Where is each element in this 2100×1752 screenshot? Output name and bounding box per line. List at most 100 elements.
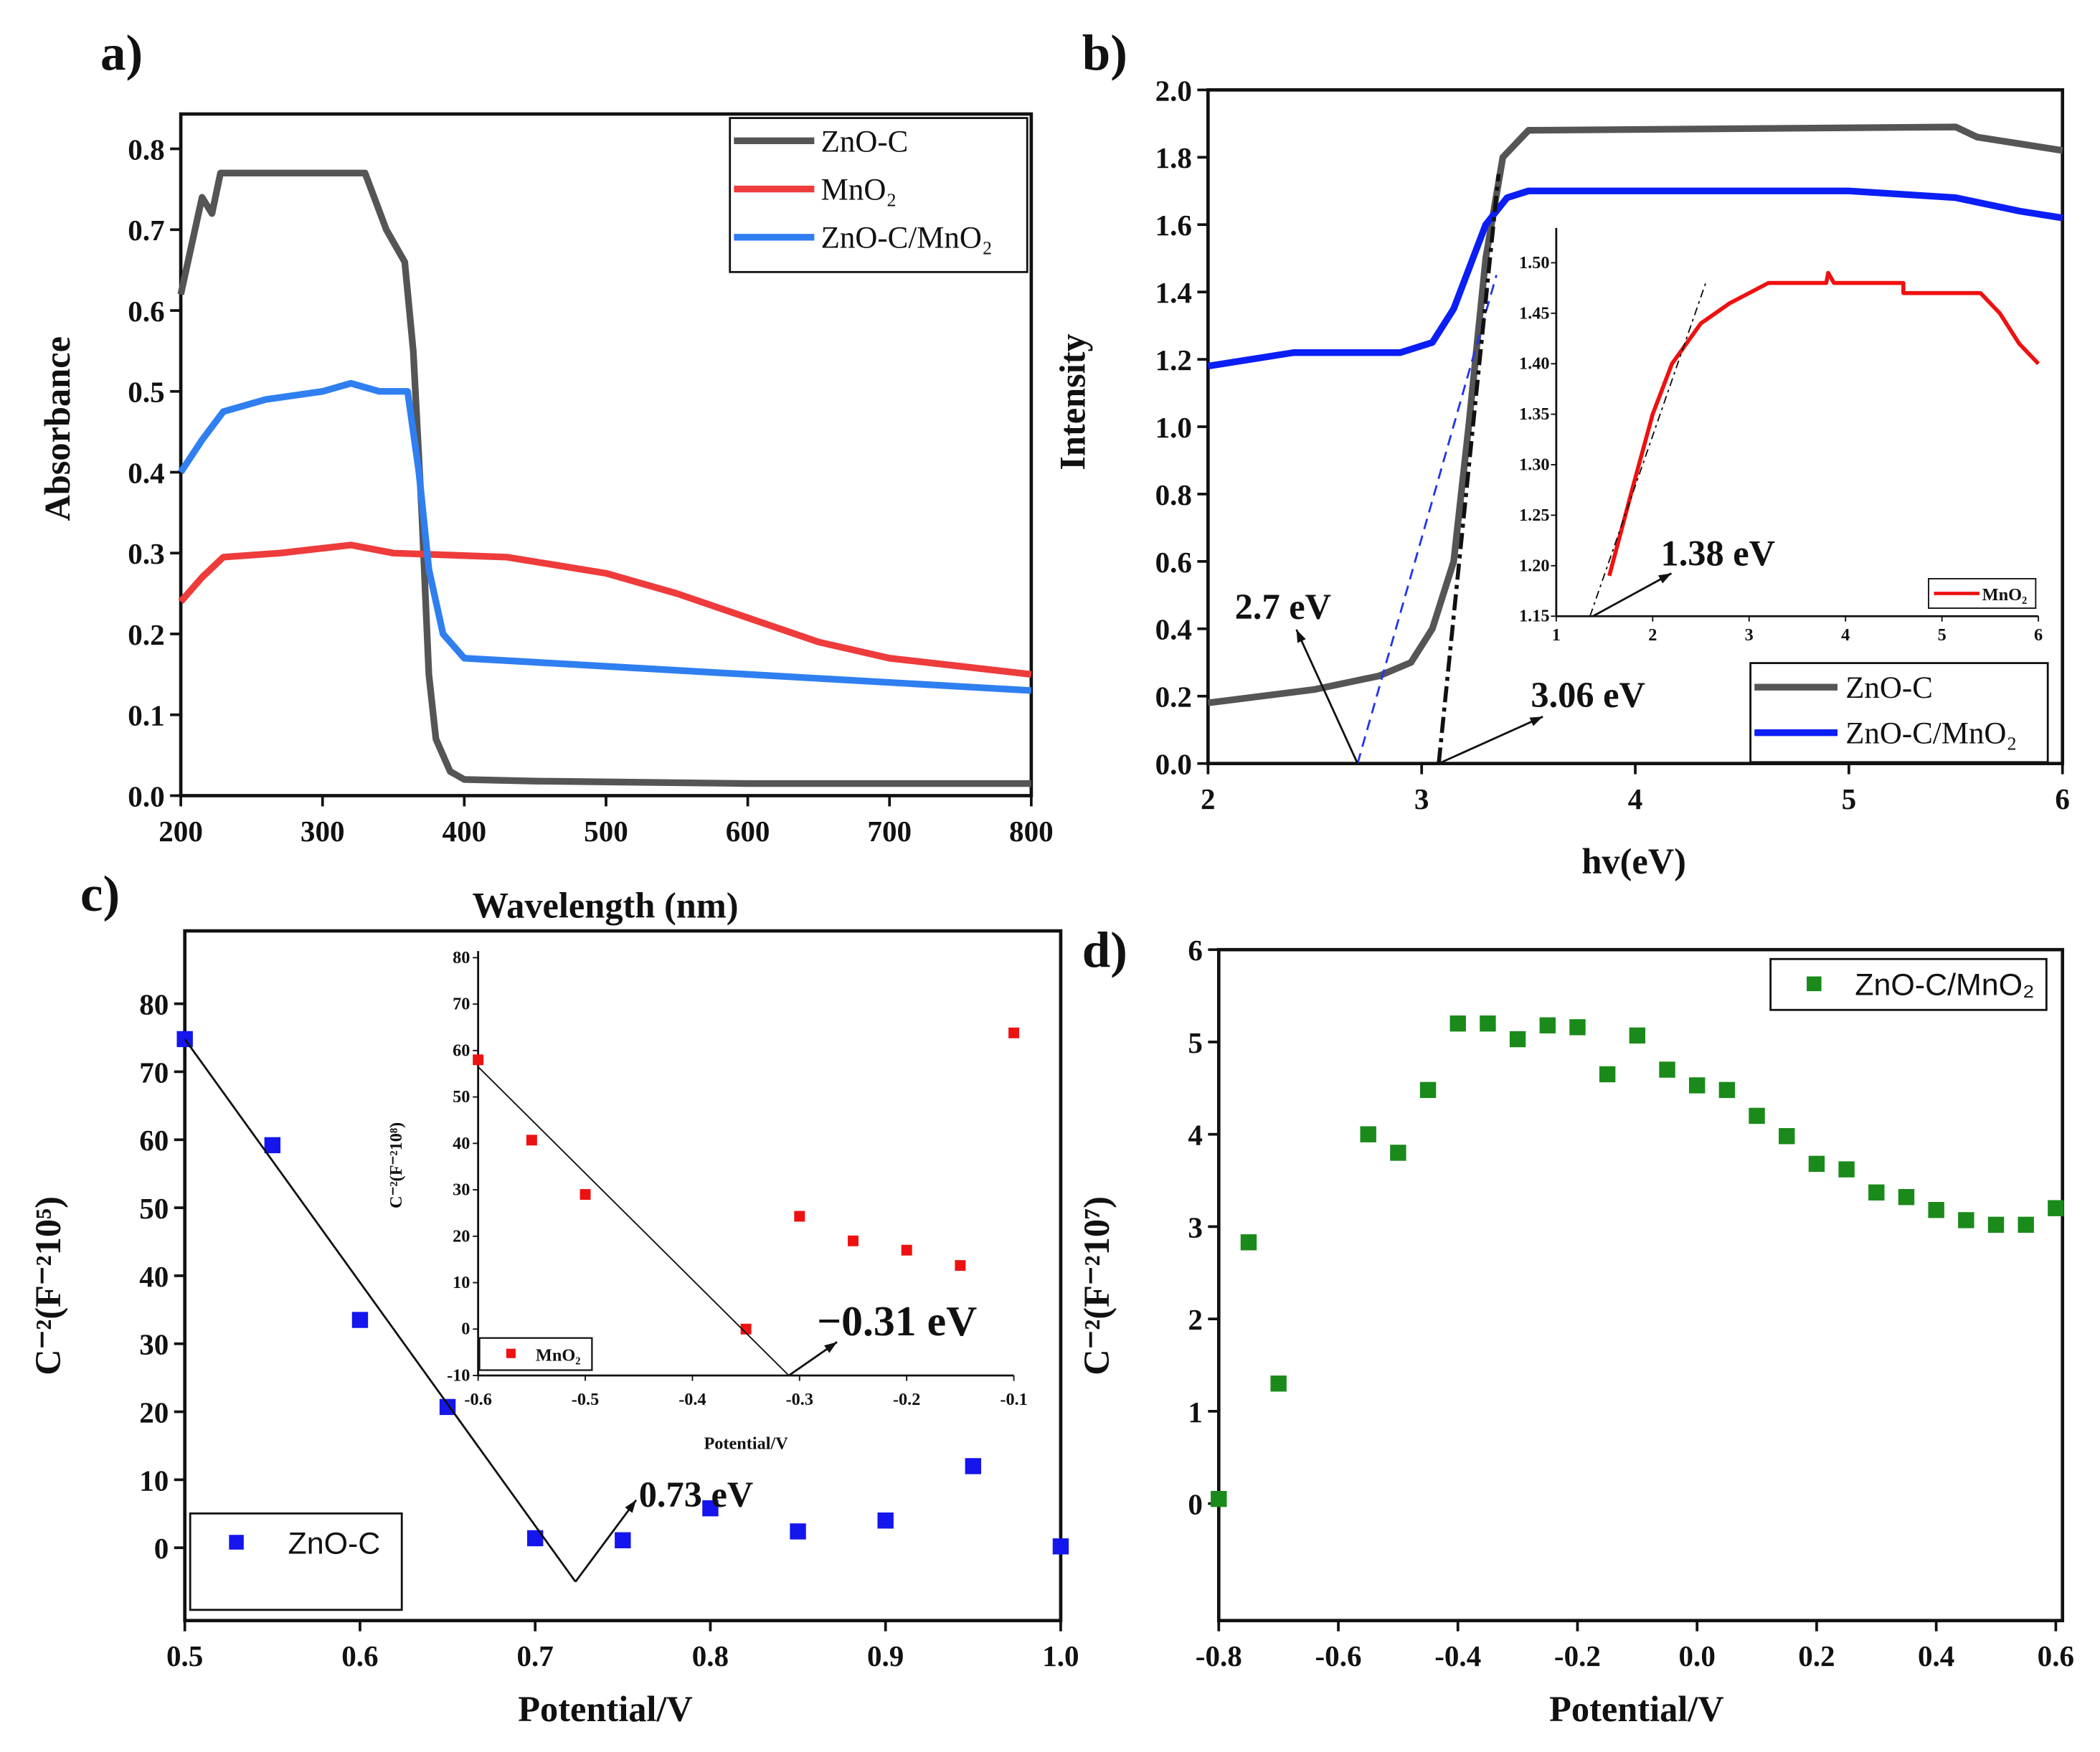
- legend-label: ZnO-C: [288, 1526, 380, 1561]
- series-line: [1207, 187, 2063, 370]
- y-tick-label: 60: [139, 1124, 169, 1157]
- x-tick-label: 0.4: [1918, 1639, 1954, 1672]
- y-tick-label: 1.50: [1519, 253, 1549, 273]
- x-axis-label: Potential/V: [518, 1689, 693, 1729]
- y-tick-label: 30: [453, 1180, 470, 1200]
- series-line: [178, 541, 1032, 678]
- y-tick-label: 50: [453, 1087, 470, 1107]
- y-tick-label: 0.0: [1155, 748, 1192, 781]
- y-tick-label: 1.45: [1519, 303, 1549, 323]
- x-tick-label: 0.8: [692, 1639, 729, 1672]
- y-tick-label: 4: [1188, 1119, 1203, 1152]
- x-tick-label: -0.4: [678, 1390, 706, 1409]
- y-tick-label: 70: [453, 995, 470, 1014]
- panel-b: b) hv(eV) Intensity 2 3 4 5 6 0.0 0.2 0.4 0.6 0.8 1.0…: [1053, 25, 2070, 881]
- series-line: [177, 169, 1031, 787]
- y-tick-label: 0.7: [128, 214, 164, 247]
- data-point: [1240, 1234, 1257, 1251]
- x-tick-label: 200: [159, 815, 203, 848]
- inset-series-line: [1607, 270, 2040, 577]
- x-tick-label: 5: [1938, 625, 1947, 645]
- y-tick-label: 0: [154, 1532, 169, 1565]
- x-tick-label: 0.7: [517, 1639, 554, 1672]
- inset-data-point: [955, 1260, 966, 1272]
- data-point: [1449, 1015, 1466, 1032]
- data-point: [2018, 1216, 2034, 1233]
- annotation: 2.7 eV: [1235, 587, 1331, 627]
- inset-x-axis-label: Potential/V: [704, 1434, 788, 1454]
- y-tick-label: 70: [139, 1056, 169, 1089]
- x-tick-label: 800: [1009, 815, 1054, 848]
- x-tick-label: -0.2: [1554, 1639, 1601, 1672]
- annotation: 3.06 eV: [1531, 675, 1645, 715]
- inset-legend-box: [478, 1337, 593, 1371]
- y-tick-label: 0.8: [128, 133, 164, 166]
- data-point: [526, 1530, 544, 1547]
- y-tick-label: 1.8: [1155, 141, 1192, 174]
- legend-label: ZnO-C/MnO₂: [1845, 717, 2017, 751]
- x-tick-label: -0.3: [786, 1390, 813, 1409]
- y-axis-label: C⁻²(F⁻²10⁵): [28, 1196, 68, 1375]
- x-tick-label: 6: [2055, 782, 2070, 815]
- y-tick-label: 0.3: [128, 537, 164, 570]
- legend-box: [1749, 662, 2049, 764]
- y-tick-label: 1.0: [1155, 411, 1192, 444]
- y-axis-label: C⁻²(F⁻²10⁷): [1077, 1196, 1117, 1375]
- y-tick-label: 0.1: [128, 699, 164, 732]
- data-point: [1779, 1128, 1795, 1145]
- x-tick-label: -0.6: [1315, 1639, 1361, 1672]
- inset-data-point: [580, 1189, 591, 1201]
- x-tick-label: 0.6: [341, 1639, 378, 1672]
- x-tick-label: 0.5: [166, 1639, 203, 1672]
- x-tick-label: 3: [1745, 625, 1754, 645]
- data-point: [1688, 1077, 1706, 1094]
- legend-box: [189, 1512, 403, 1611]
- y-tick-label: 1.25: [1519, 506, 1549, 525]
- y-tick-label: 6: [1188, 934, 1203, 967]
- y-tick-label: 0.8: [1155, 478, 1192, 511]
- annotation: 0.73 eV: [639, 1474, 754, 1515]
- y-tick-label: 1.15: [1519, 607, 1549, 626]
- inset-data-point: [1008, 1027, 1020, 1038]
- x-tick-label: 6: [2034, 625, 2043, 645]
- panel-label: a): [100, 25, 143, 81]
- x-tick-label: 300: [301, 815, 345, 848]
- tangent-line: [1437, 174, 1501, 764]
- y-axis-label: Absorbance: [37, 336, 77, 521]
- y-tick-label: 50: [139, 1192, 169, 1225]
- x-tick-label: 2: [1648, 625, 1657, 645]
- y-tick-label: 20: [453, 1226, 470, 1246]
- legend: ZnO-C MnO₂ ZnO-C/MnO₂: [729, 117, 1028, 273]
- x-axis-label: Potential/V: [1549, 1689, 1724, 1729]
- legend-marker: [506, 1348, 516, 1358]
- x-tick-label: 600: [726, 815, 770, 848]
- data-point: [1958, 1212, 1974, 1228]
- data-point: [1360, 1126, 1376, 1142]
- inset-y-axis-label: C⁻²(F⁻²10⁸): [387, 1122, 406, 1208]
- y-tick-label: 80: [453, 948, 470, 967]
- y-tick-label: 3: [1188, 1211, 1203, 1244]
- y-tick-label: 40: [139, 1260, 169, 1293]
- data-point: [1390, 1145, 1406, 1161]
- y-tick-label: 10: [453, 1273, 470, 1292]
- panel-a: a) Wavelength (nm) Absorbance 200 300 400 500 6…: [37, 25, 1054, 925]
- annotation-arrow: [1295, 629, 1359, 764]
- y-tick-label: 2: [1188, 1303, 1203, 1336]
- y-tick-label: 0.6: [128, 295, 164, 328]
- data-point: [1509, 1031, 1526, 1048]
- y-tick-label: 1.40: [1519, 354, 1549, 374]
- inset-data-point: [794, 1211, 805, 1222]
- y-tick-label: 2.0: [1155, 74, 1192, 107]
- y-tick-label: 1.30: [1519, 455, 1549, 474]
- annotation-arrow-head: [1529, 716, 1543, 726]
- y-tick-label: 10: [139, 1464, 169, 1497]
- x-tick-label: -0.4: [1434, 1639, 1481, 1672]
- y-tick-label: 40: [453, 1134, 470, 1153]
- y-axis-label: Intensity: [1053, 333, 1093, 470]
- x-axis-label: hv(eV): [1581, 841, 1686, 881]
- data-point: [264, 1137, 281, 1154]
- x-tick-label: 0.2: [1798, 1639, 1835, 1672]
- x-tick-label: 1.0: [1042, 1639, 1079, 1672]
- data-point: [790, 1523, 806, 1540]
- legend: ZnO-C/MnO₂: [1769, 957, 2048, 1011]
